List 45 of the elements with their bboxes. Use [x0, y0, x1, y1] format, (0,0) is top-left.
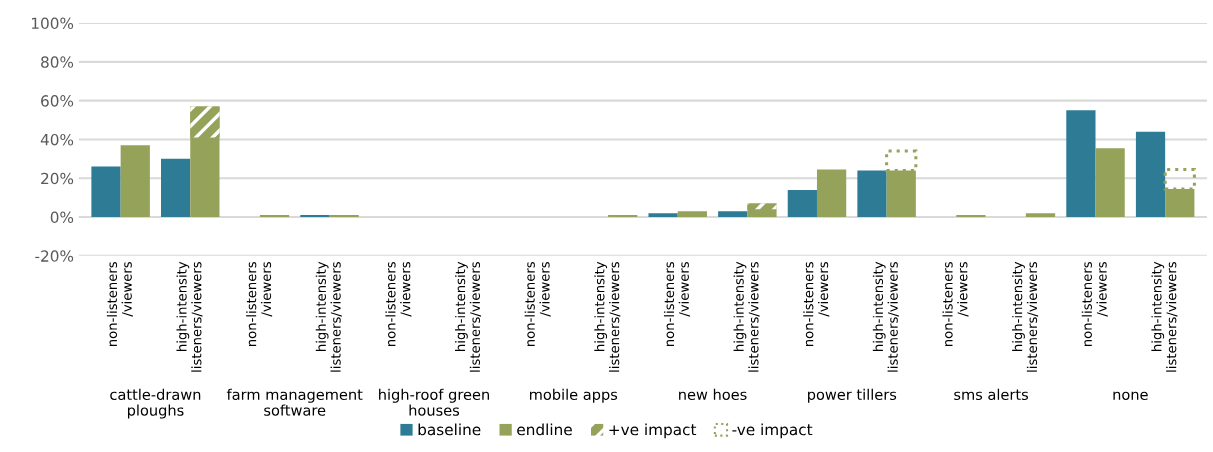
- x-tick-label: non-listeners /viewers: [246, 262, 273, 347]
- x-tick-label: non-listeners /viewers: [106, 262, 133, 347]
- text: high-roof green houses: [379, 388, 489, 416]
- x-tick-label: high-intensity listeners/viewers: [455, 261, 482, 372]
- text: new hoes: [679, 388, 747, 401]
- x-tick-label: high-intensity listeners/viewers: [733, 261, 760, 372]
- y-tick-label: 100%: [31, 17, 74, 30]
- bar: [1066, 110, 1096, 218]
- y-tick-label: 40%: [40, 133, 74, 146]
- y-tick-label: 60%: [41, 95, 74, 107]
- x-tick-label: high-intensity listeners/viewers: [176, 261, 203, 372]
- x-tick-label: non-listeners /viewers: [803, 262, 830, 347]
- bar: [677, 211, 707, 218]
- text: cattle-drawn ploughs: [110, 388, 201, 419]
- bar: [648, 213, 678, 218]
- bar: [1025, 213, 1056, 218]
- bar: [1135, 131, 1166, 218]
- y-tick-label: 80%: [41, 56, 74, 68]
- y-tick-label: 0%: [50, 211, 74, 224]
- text: farm management software: [226, 388, 363, 416]
- text: sms alerts: [954, 388, 1029, 401]
- bar: [747, 203, 777, 210]
- legend-label: -ve impact: [732, 423, 813, 439]
- x-tick-label: high-intensity listeners/viewers: [1151, 261, 1178, 372]
- legend-label: endline: [517, 423, 572, 436]
- y-tick-label: 20%: [41, 172, 74, 185]
- text: power tillers: [808, 388, 897, 403]
- bar: [161, 158, 191, 218]
- y-tick-label: -20%: [35, 250, 74, 262]
- text: mobile apps: [530, 388, 618, 403]
- text: none: [1113, 391, 1148, 401]
- bar: [857, 170, 887, 218]
- bar: [1095, 148, 1125, 218]
- bar: [190, 106, 220, 138]
- bar: [816, 169, 847, 218]
- x-tick-label: high-intensity listeners/viewers: [872, 261, 899, 372]
- x-tick-label: high-intensity listeners/viewers: [1012, 261, 1039, 372]
- legend-label: +ve impact: [609, 423, 697, 439]
- x-tick-label: high-intensity listeners/viewers: [594, 261, 621, 372]
- x-tick-label: high-intensity listeners/viewers: [315, 261, 342, 372]
- bar: [787, 189, 817, 218]
- legend-label: baseline: [418, 423, 481, 436]
- bar: [120, 145, 150, 218]
- bar: [91, 166, 121, 218]
- bar: [718, 211, 748, 218]
